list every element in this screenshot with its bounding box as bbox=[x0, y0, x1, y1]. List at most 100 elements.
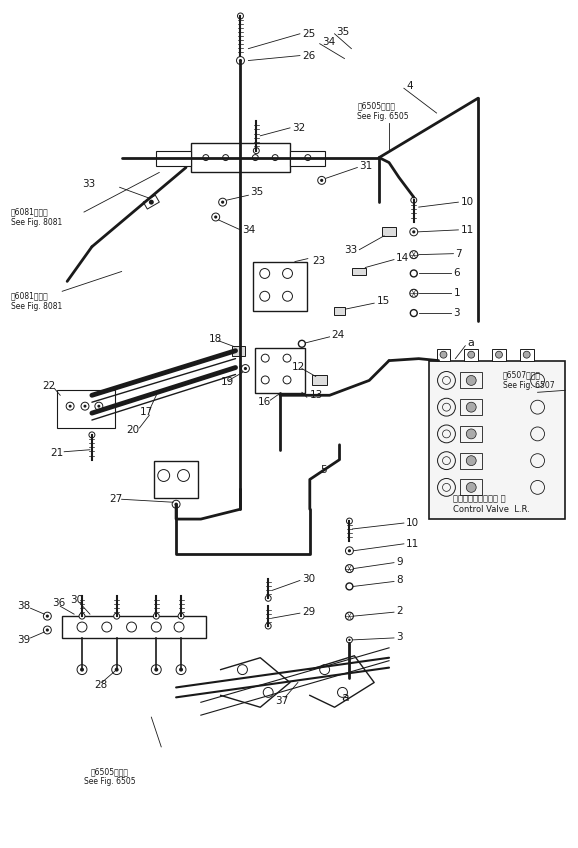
Text: 第6507図参照
See Fig. 6507: 第6507図参照 See Fig. 6507 bbox=[503, 371, 554, 390]
Circle shape bbox=[212, 213, 220, 221]
Bar bbox=[492, 349, 506, 360]
Text: 第6081図参照
See Fig. 8081: 第6081図参照 See Fig. 8081 bbox=[11, 292, 62, 311]
Text: 第6505図参照
See Fig. 6505: 第6505図参照 See Fig. 6505 bbox=[357, 102, 409, 120]
Text: 30: 30 bbox=[302, 573, 315, 583]
Circle shape bbox=[77, 622, 87, 632]
Text: 17: 17 bbox=[139, 407, 153, 417]
Bar bbox=[382, 227, 396, 237]
Circle shape bbox=[265, 595, 271, 601]
Circle shape bbox=[468, 351, 475, 358]
Text: 24: 24 bbox=[332, 330, 345, 340]
Text: 1: 1 bbox=[453, 288, 460, 298]
Bar bbox=[464, 349, 478, 360]
Bar bbox=[255, 349, 305, 393]
Circle shape bbox=[218, 198, 227, 206]
Circle shape bbox=[244, 367, 247, 370]
Text: 11: 11 bbox=[406, 538, 419, 549]
Bar bbox=[312, 376, 327, 385]
Circle shape bbox=[410, 251, 418, 259]
Bar bbox=[191, 142, 290, 172]
Circle shape bbox=[175, 503, 177, 505]
Circle shape bbox=[89, 432, 95, 438]
Circle shape bbox=[97, 404, 101, 408]
Circle shape bbox=[348, 550, 351, 552]
Circle shape bbox=[43, 612, 51, 620]
Circle shape bbox=[346, 547, 353, 555]
Circle shape bbox=[239, 59, 242, 62]
Circle shape bbox=[79, 613, 85, 619]
Text: 26: 26 bbox=[302, 51, 315, 60]
Circle shape bbox=[272, 154, 278, 160]
Circle shape bbox=[77, 665, 87, 674]
Circle shape bbox=[174, 622, 184, 632]
Circle shape bbox=[114, 667, 118, 672]
Circle shape bbox=[440, 351, 447, 358]
Circle shape bbox=[466, 429, 476, 439]
Bar bbox=[154, 460, 198, 499]
Circle shape bbox=[172, 500, 180, 508]
Circle shape bbox=[242, 365, 249, 372]
Circle shape bbox=[153, 613, 160, 619]
Text: 3: 3 bbox=[396, 632, 403, 642]
Text: a: a bbox=[467, 338, 474, 348]
Circle shape bbox=[346, 637, 353, 643]
Circle shape bbox=[154, 667, 158, 672]
Text: 38: 38 bbox=[18, 601, 31, 611]
Circle shape bbox=[238, 665, 247, 674]
Text: 5: 5 bbox=[320, 465, 327, 475]
Circle shape bbox=[466, 402, 476, 412]
Text: 32: 32 bbox=[292, 123, 305, 133]
Text: 7: 7 bbox=[455, 248, 462, 259]
Circle shape bbox=[236, 57, 244, 64]
Circle shape bbox=[151, 622, 161, 632]
Text: 20: 20 bbox=[127, 425, 140, 435]
Circle shape bbox=[69, 404, 72, 408]
Circle shape bbox=[495, 351, 502, 358]
Circle shape bbox=[346, 612, 353, 620]
Bar bbox=[57, 390, 114, 428]
Bar bbox=[429, 360, 565, 519]
Bar bbox=[460, 372, 482, 388]
Circle shape bbox=[102, 622, 112, 632]
Circle shape bbox=[176, 665, 186, 674]
Circle shape bbox=[346, 518, 353, 524]
Circle shape bbox=[127, 622, 136, 632]
Bar bbox=[156, 151, 191, 165]
Circle shape bbox=[253, 154, 258, 160]
Text: 29: 29 bbox=[302, 607, 315, 617]
Circle shape bbox=[112, 665, 121, 674]
Text: コントロールバルブ 左
Control Valve  L.R.: コントロールバルブ 左 Control Valve L.R. bbox=[453, 494, 530, 514]
Circle shape bbox=[466, 483, 476, 493]
Text: 9: 9 bbox=[396, 556, 403, 566]
Text: 第6505図参照
See Fig. 6505: 第6505図参照 See Fig. 6505 bbox=[84, 767, 136, 786]
Text: 31: 31 bbox=[360, 160, 373, 170]
Circle shape bbox=[523, 351, 530, 358]
Bar bbox=[253, 261, 307, 311]
Text: 4: 4 bbox=[407, 81, 413, 92]
Text: 39: 39 bbox=[18, 635, 31, 645]
Circle shape bbox=[43, 626, 51, 634]
Circle shape bbox=[214, 215, 217, 219]
Circle shape bbox=[410, 228, 418, 236]
Circle shape bbox=[305, 154, 311, 160]
Circle shape bbox=[320, 665, 329, 674]
Text: 11: 11 bbox=[460, 225, 473, 235]
Bar bbox=[460, 479, 482, 495]
Circle shape bbox=[346, 565, 353, 572]
Circle shape bbox=[263, 688, 273, 697]
Text: 22: 22 bbox=[42, 382, 55, 392]
Text: 23: 23 bbox=[312, 255, 325, 265]
Circle shape bbox=[46, 628, 49, 632]
Text: 14: 14 bbox=[396, 253, 409, 263]
Bar bbox=[460, 426, 482, 442]
Text: 27: 27 bbox=[110, 494, 123, 505]
Bar bbox=[232, 346, 246, 355]
Bar bbox=[62, 616, 206, 638]
Circle shape bbox=[338, 688, 347, 697]
Text: 15: 15 bbox=[377, 296, 390, 306]
Text: 35: 35 bbox=[336, 27, 350, 36]
Text: 12: 12 bbox=[292, 361, 305, 371]
Text: 33: 33 bbox=[344, 245, 358, 254]
Text: 28: 28 bbox=[94, 680, 107, 690]
Circle shape bbox=[466, 455, 476, 466]
